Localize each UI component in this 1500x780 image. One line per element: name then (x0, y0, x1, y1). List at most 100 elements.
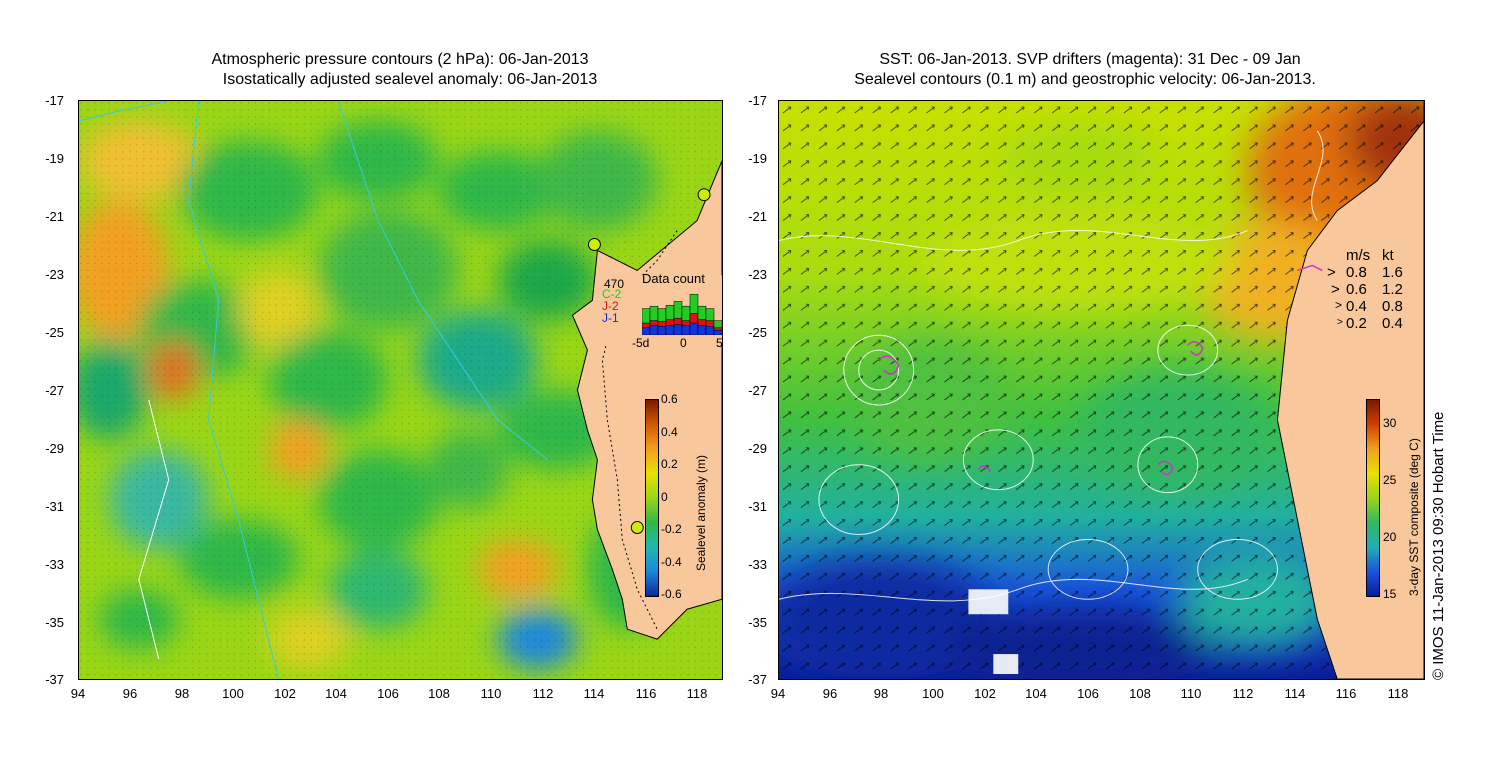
sst-cb-tick-3: 15 (1383, 587, 1397, 601)
data-count-bar-j1 (673, 324, 683, 335)
left-xtick-9: 112 (532, 686, 554, 701)
left-ytick-3: -23 (45, 267, 64, 282)
left-xtick-11: 116 (635, 686, 657, 701)
data-count-bar-j1 (657, 326, 667, 335)
data-count-bar-j1 (649, 325, 659, 335)
left-xtick-1: 96 (122, 686, 138, 701)
sst-field (779, 101, 1424, 679)
sealevel-anomaly-field (79, 101, 722, 679)
right-ytick-7: -31 (748, 499, 767, 514)
velocity-ms-2: 0.4 (1346, 298, 1367, 315)
sst-map[interactable]: m/s kt > 0.8 1.6 > 0.6 1.2 > 0.4 0.8 > 0… (778, 100, 1425, 680)
velocity-kt-1: 1.2 (1382, 281, 1403, 298)
sla-cb-tick-5: -0.4 (661, 555, 682, 569)
right-xtick-11: 116 (1335, 686, 1357, 701)
right-ytick-5: -27 (748, 383, 767, 398)
sla-cb-tick-1: 0.4 (661, 425, 678, 439)
data-count-bar-j1 (697, 325, 707, 335)
left-xtick-8: 110 (480, 686, 502, 701)
data-count-xtick-2: 5 (716, 336, 723, 350)
velocity-legend-header-ms: m/s (1346, 247, 1371, 264)
left-ytick-6: -29 (45, 441, 64, 456)
left-xtick-6: 106 (377, 686, 399, 701)
left-panel-title-line1: Atmospheric pressure contours (2 hPa): 0… (211, 51, 589, 68)
right-ytick-1: -19 (748, 151, 767, 166)
right-xtick-4: 102 (974, 686, 996, 701)
right-ytick-0: -17 (748, 93, 767, 108)
left-xtick-3: 100 (222, 686, 244, 701)
right-xtick-9: 112 (1232, 686, 1254, 701)
left-ytick-2: -21 (45, 209, 64, 224)
left-xtick-4: 102 (274, 686, 296, 701)
right-ytick-8: -33 (748, 557, 767, 572)
velocity-ms-3: 0.2 (1346, 315, 1367, 332)
data-count-bar-j1 (705, 326, 715, 335)
velocity-kt-2: 0.8 (1382, 298, 1403, 315)
right-xtick-2: 98 (873, 686, 889, 701)
left-xtick-12: 118 (686, 686, 708, 701)
right-xtick-6: 106 (1077, 686, 1099, 701)
left-xtick-2: 98 (174, 686, 190, 701)
left-ytick-10: -37 (45, 672, 64, 687)
velocity-arrow-2: > (1335, 298, 1343, 312)
right-ytick-4: -25 (748, 325, 767, 340)
sla-colorbar (645, 399, 659, 597)
right-xtick-12: 118 (1387, 686, 1409, 701)
data-count-max: 470 (604, 277, 625, 291)
sla-cb-tick-0: 0.6 (661, 392, 678, 406)
sealevel-anomaly-map[interactable]: Data count 470 C-2 J-2 J-1 -5d 0 5 0.6 0… (78, 100, 723, 680)
sst-colorbar (1366, 399, 1380, 597)
data-count-bar-j1 (689, 322, 699, 335)
left-ytick-1: -19 (45, 151, 64, 166)
velocity-arrow-3: > (1337, 317, 1343, 328)
right-ytick-2: -21 (748, 209, 767, 224)
left-ytick-5: -27 (45, 383, 64, 398)
data-count-bar-j1 (665, 325, 675, 335)
velocity-ms-1: 0.6 (1346, 281, 1367, 298)
left-ytick-8: -33 (45, 557, 64, 572)
data-count-title: Data count (642, 271, 705, 286)
sla-cb-tick-6: -0.6 (661, 587, 682, 601)
right-xtick-7: 108 (1129, 686, 1151, 701)
right-ytick-3: -23 (748, 267, 767, 282)
left-xtick-10: 114 (583, 686, 605, 701)
sat-label-j1: J-1 (602, 311, 619, 325)
left-xtick-0: 94 (70, 686, 86, 701)
left-ytick-0: -17 (45, 93, 64, 108)
sat-label-j2: J-2 (602, 299, 619, 313)
right-xtick-3: 100 (922, 686, 944, 701)
left-ytick-7: -31 (45, 499, 64, 514)
right-xtick-5: 104 (1025, 686, 1047, 701)
right-xtick-10: 114 (1284, 686, 1306, 701)
left-ytick-4: -25 (45, 325, 64, 340)
velocity-legend-header-kt: kt (1382, 247, 1394, 264)
sla-colorbar-label: Sealevel anomaly (m) (694, 454, 708, 571)
left-xtick-5: 104 (325, 686, 347, 701)
sst-cb-tick-2: 20 (1383, 530, 1397, 544)
data-count-xtick-0: -5d (632, 336, 650, 350)
data-count-chart (642, 293, 722, 335)
sst-cb-tick-0: 30 (1383, 416, 1397, 430)
velocity-kt-0: 1.6 (1382, 264, 1403, 281)
right-ytick-9: -35 (748, 615, 767, 630)
right-ytick-10: -37 (748, 672, 767, 687)
sst-cb-tick-1: 25 (1383, 473, 1397, 487)
right-panel-title-line1: SST: 06-Jan-2013. SVP drifters (magenta)… (879, 51, 1301, 68)
velocity-arrow-1: > (1331, 281, 1340, 298)
data-count-bar-j1 (642, 327, 651, 335)
right-ytick-6: -29 (748, 441, 767, 456)
left-xtick-7: 108 (428, 686, 450, 701)
right-xtick-8: 110 (1180, 686, 1202, 701)
right-xtick-1: 96 (822, 686, 838, 701)
data-count-xtick-1: 0 (680, 336, 687, 350)
right-xtick-0: 94 (770, 686, 786, 701)
data-count-bar-j1 (681, 325, 691, 335)
velocity-ms-0: 0.8 (1346, 264, 1367, 281)
sst-colorbar-label: 3-day SST composite (deg C) (1407, 438, 1421, 596)
sla-cb-tick-3: 0 (661, 490, 668, 504)
left-panel-title-line2: Isostatically adjusted sealevel anomaly:… (222, 71, 598, 88)
velocity-arrow-0: > (1327, 264, 1336, 281)
sat-label-c2: C-2 (602, 287, 622, 301)
sla-cb-tick-2: 0.2 (661, 457, 678, 471)
velocity-kt-3: 0.4 (1382, 315, 1403, 332)
